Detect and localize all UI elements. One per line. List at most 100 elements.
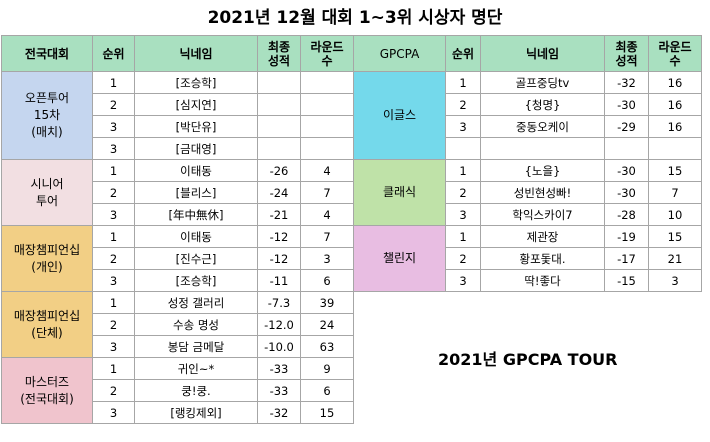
nickname-cell: [조승학] <box>134 71 258 94</box>
nickname-cell: [조승학] <box>134 269 258 292</box>
rank-cell: 3 <box>445 203 481 226</box>
rank-cell: 1 <box>445 225 481 248</box>
rank-cell: 3 <box>92 137 135 160</box>
rounds-cell: 16 <box>648 115 702 138</box>
nickname-cell: [블리스] <box>134 181 258 204</box>
table-row: 3 [랭킹제외] -32 15 <box>2 401 702 424</box>
rounds-header: 라운드 수 <box>648 35 702 72</box>
table-row: 3 [박단유] 3 중동오케이 -29 16 <box>2 115 702 138</box>
nickname-cell: 성빈현성빠! <box>480 181 605 204</box>
score-cell: -10.0 <box>257 335 301 358</box>
score-cell: -33 <box>257 379 301 402</box>
nickname-cell: 봉담 금메달 <box>134 335 258 358</box>
rank-cell: 1 <box>92 225 135 248</box>
gpcpa-category-cell: 이글스 <box>353 71 446 160</box>
score-cell <box>257 115 301 138</box>
rounds-cell: 10 <box>648 203 702 226</box>
score-cell: -26 <box>257 159 301 182</box>
rounds-cell: 15 <box>648 225 702 248</box>
score-cell: -32 <box>257 401 301 424</box>
gpcpa-category-cell: 챌린지 <box>353 225 446 292</box>
rank-header: 순위 <box>92 35 135 72</box>
table-row: 3 [금대영] <box>2 137 702 160</box>
rank-cell: 2 <box>92 379 135 402</box>
score-cell <box>604 137 649 160</box>
nickname-cell: [랭킹제외] <box>134 401 258 424</box>
rank-cell: 1 <box>445 71 481 94</box>
score-header: 최종 성적 <box>257 35 301 72</box>
rounds-cell: 7 <box>300 225 354 248</box>
category-cell: 매장챔피언십 (단체) <box>1 291 93 358</box>
rank-cell: 2 <box>92 313 135 336</box>
rounds-cell: 4 <box>300 159 354 182</box>
rank-cell: 1 <box>92 357 135 380</box>
category-cell: 마스터즈 (전국대회) <box>1 357 93 424</box>
rank-cell: 3 <box>445 269 481 292</box>
nickname-cell: 골프중딩tv <box>480 71 605 94</box>
rounds-cell <box>300 115 354 138</box>
rank-cell: 1 <box>445 159 481 182</box>
rounds-cell <box>648 137 702 160</box>
rounds-cell <box>300 137 354 160</box>
rank-cell: 3 <box>92 115 135 138</box>
table-row: 매장챔피언십 (단체) 1 성정 갤러리 -7.3 39 2021년 GPCPA TOUR <box>1 291 702 369</box>
rounds-cell: 24 <box>300 313 354 336</box>
score-cell: -30 <box>604 159 649 182</box>
rounds-cell: 15 <box>648 159 702 182</box>
score-cell: -28 <box>604 203 649 226</box>
score-cell: -33 <box>257 357 301 380</box>
score-header: 최종 성적 <box>604 35 649 72</box>
nickname-cell: 성정 갤러리 <box>134 291 258 314</box>
rounds-cell: 4 <box>300 203 354 226</box>
tour-label: 2021년 GPCPA TOUR <box>438 349 618 369</box>
nickname-cell: 이태동 <box>134 225 258 248</box>
rank-cell: 3 <box>92 269 135 292</box>
table-row: 2 [블리스] -24 7 2 성빈현성빠! -30 7 <box>2 181 702 204</box>
rank-cell: 1 <box>92 159 135 182</box>
rounds-cell: 39 <box>300 291 354 314</box>
gpcpa-category-cell: 클래식 <box>353 159 446 226</box>
score-cell: -24 <box>257 181 301 204</box>
rounds-cell <box>300 71 354 94</box>
nickname-cell: 수송 명성 <box>134 313 258 336</box>
category-cell: 오픈투어 15차 (매치) <box>1 71 93 160</box>
table-body: 전국대회 순위 닉네임 최종 성적 라운드 수 GPCPA 순위 닉네임 최종 성적 라운드 수 오픈투어 1… <box>1 35 702 424</box>
rounds-cell: 3 <box>648 269 702 292</box>
rounds-cell: 7 <box>300 181 354 204</box>
nickname-cell: {청명} <box>480 93 605 116</box>
rank-cell: 2 <box>445 181 481 204</box>
category-cell: 시니어 투어 <box>1 159 93 226</box>
rank-cell: 3 <box>92 335 135 358</box>
score-cell <box>257 71 301 94</box>
category-header: 전국대회 <box>1 35 93 72</box>
gpcpa-header: GPCPA <box>353 35 446 72</box>
rank-cell: 2 <box>92 247 135 270</box>
rank-cell <box>445 137 481 160</box>
nickname-cell: [年中無休] <box>134 203 258 226</box>
table-row: 매장챔피언십 (개인) 1 이태동 -12 7 챌린지 1 제관장 -19 15 <box>1 225 702 292</box>
table-row: 2 [진수근] -12 3 2 황포돛대. -17 21 <box>2 247 702 270</box>
score-cell: -17 <box>604 247 649 270</box>
nickname-cell: 쿵!쿵. <box>134 379 258 402</box>
table-row: 마스터즈 (전국대회) 1 귀인~* -33 9 <box>1 357 702 424</box>
rounds-header: 라운드 수 <box>300 35 354 72</box>
table-row: 3 봉담 금메달 -10.0 63 <box>2 335 702 358</box>
nickname-header: 닉네임 <box>134 35 258 72</box>
nickname-cell <box>480 137 605 160</box>
header-row: 전국대회 순위 닉네임 최종 성적 라운드 수 GPCPA 순위 닉네임 최종 성적 라운드 수 <box>1 35 702 72</box>
nickname-cell: [진수근] <box>134 247 258 270</box>
rounds-cell: 16 <box>648 71 702 94</box>
rounds-cell <box>300 93 354 116</box>
score-cell: -12 <box>257 247 301 270</box>
rounds-cell: 6 <box>300 379 354 402</box>
rounds-cell: 9 <box>300 357 354 380</box>
table-row: 시니어 투어 1 이태동 -26 4 클래식 1 {노을} -30 15 <box>1 159 702 226</box>
score-cell: -12.0 <box>257 313 301 336</box>
score-cell: -12 <box>257 225 301 248</box>
nickname-header: 닉네임 <box>480 35 605 72</box>
table-row: 2 [심지연] 2 {청명} -30 16 <box>2 93 702 116</box>
rounds-cell: 7 <box>648 181 702 204</box>
score-cell: -21 <box>257 203 301 226</box>
rank-cell: 2 <box>445 93 481 116</box>
rounds-cell: 16 <box>648 93 702 116</box>
